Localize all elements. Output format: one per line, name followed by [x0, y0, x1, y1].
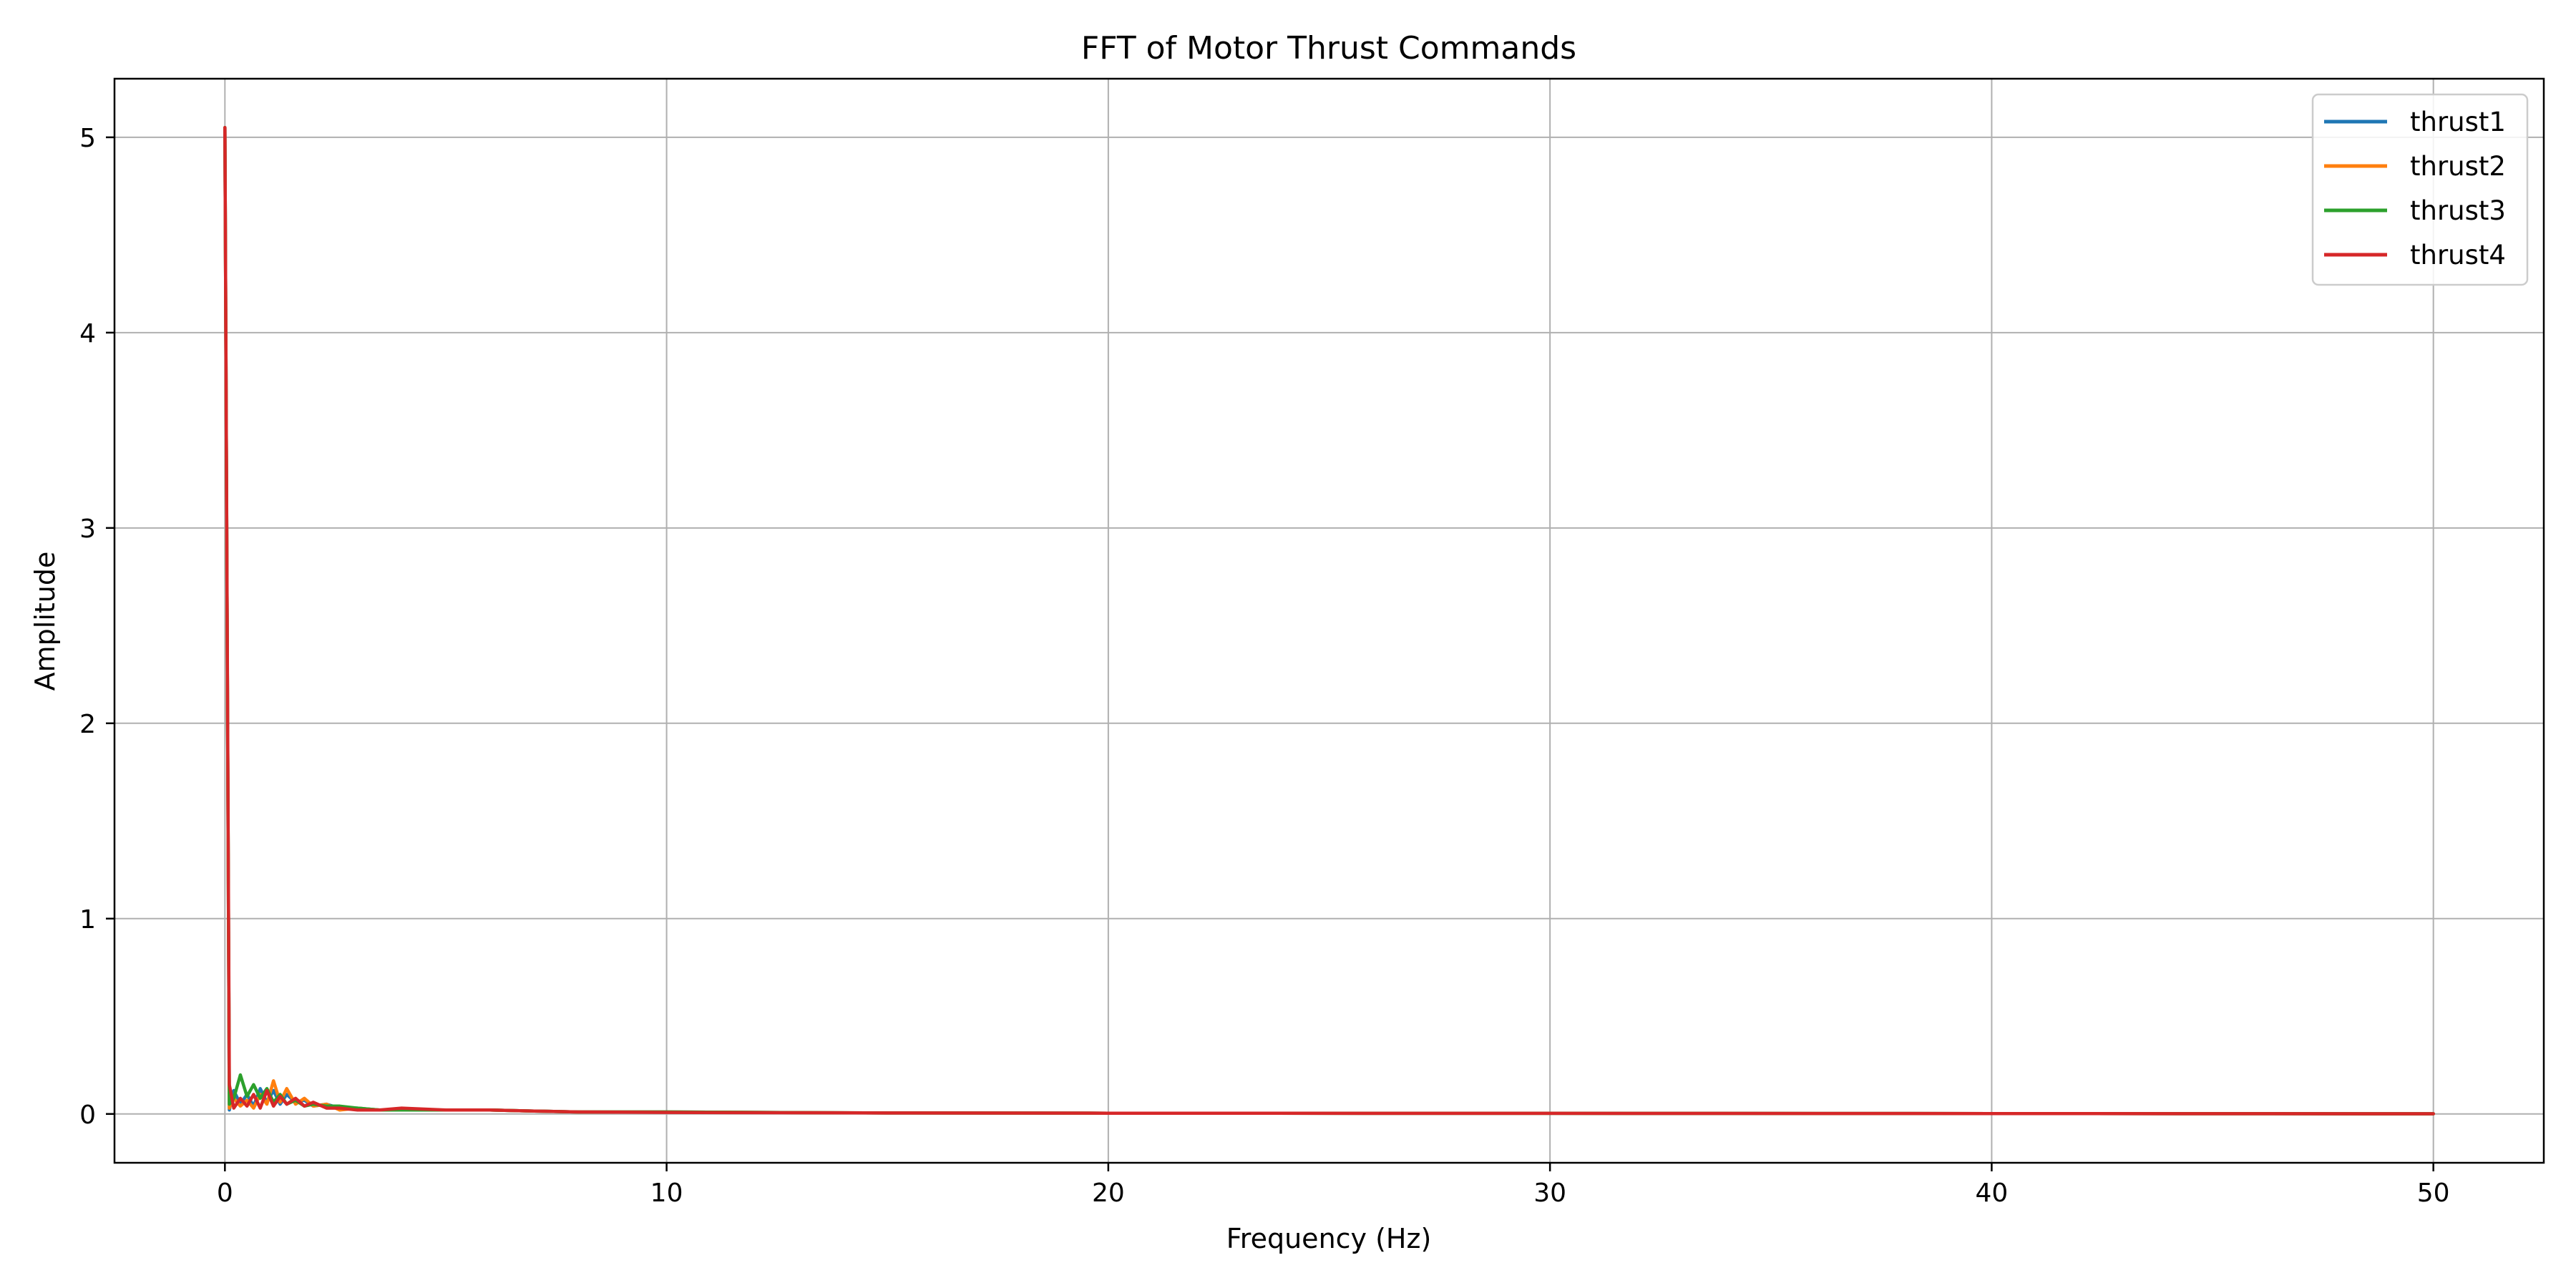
x-tick-label: 20	[1092, 1179, 1125, 1208]
series-line-thrust4	[223, 125, 2435, 1116]
x-tick-label: 30	[1533, 1179, 1566, 1208]
chart-title: FFT of Motor Thrust Commands	[1081, 30, 1576, 67]
x-tick-label: 0	[217, 1179, 233, 1208]
legend-frame	[2311, 93, 2529, 286]
y-tick-label: 1	[79, 905, 96, 935]
y-tick-label: 5	[79, 124, 96, 153]
x-axis-label: Frequency (Hz)	[1226, 1223, 1432, 1254]
y-tick-label: 4	[79, 319, 96, 348]
x-tick-label: 10	[650, 1179, 683, 1208]
legend-entries: thrust1 thrust2 thrust3 thrust4	[2324, 107, 2506, 270]
legend-label-thrust3: thrust3	[2410, 195, 2506, 226]
plot-frame	[113, 77, 2545, 1164]
y-tick-label: 2	[79, 710, 96, 739]
legend-label-thrust2: thrust2	[2410, 151, 2506, 182]
x-tick-label: 40	[1976, 1179, 2009, 1208]
legend-label-thrust1: thrust1	[2410, 107, 2506, 137]
axis-ticks: 0 10 20 30 40 50 0 1 2 3 4 5	[79, 124, 2449, 1208]
y-tick-label: 3	[79, 514, 96, 544]
y-axis-label: Amplitude	[29, 552, 61, 691]
y-tick-label: 0	[79, 1101, 96, 1130]
series-lines	[223, 125, 2435, 1116]
legend: thrust1 thrust2 thrust3 thrust4	[2311, 93, 2529, 286]
x-tick-label: 50	[2417, 1179, 2450, 1208]
legend-label-thrust4: thrust4	[2410, 240, 2506, 270]
